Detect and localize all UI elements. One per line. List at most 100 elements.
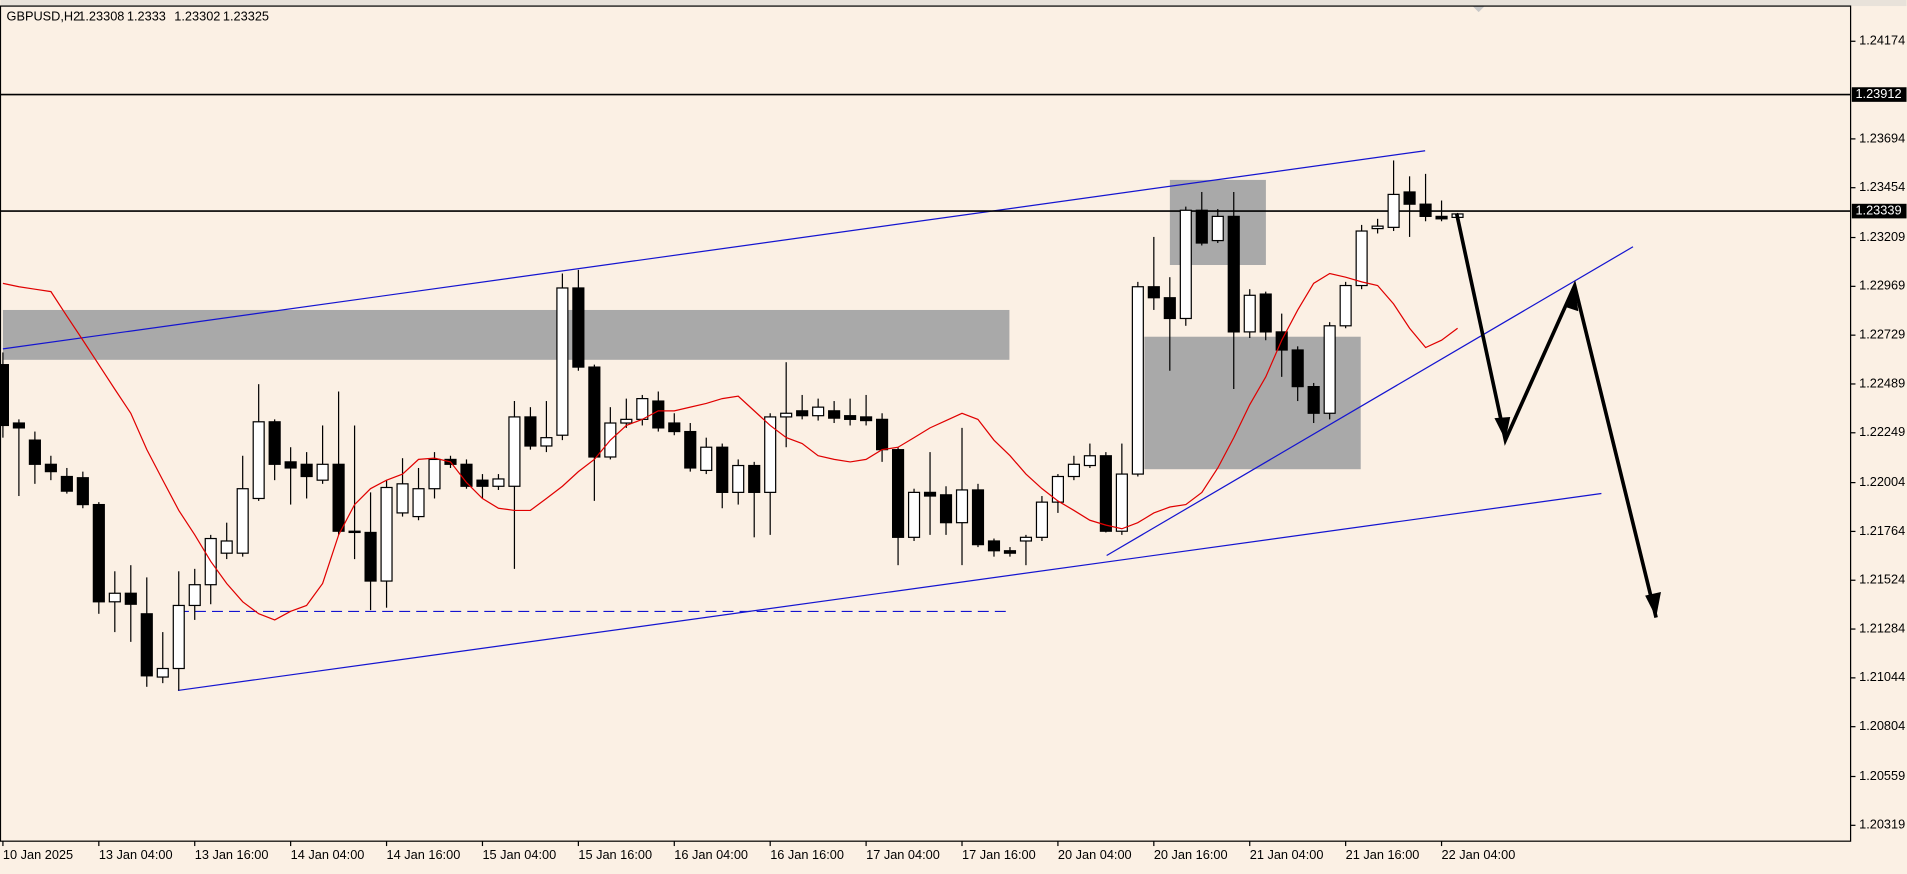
candle-body — [380, 486, 393, 582]
y-tick-label: 1.22969 — [1859, 278, 1905, 293]
candle-body — [1035, 501, 1049, 538]
x-tick-label: 13 Jan 04:00 — [99, 847, 173, 862]
data — [0, 93, 1851, 691]
candle-body — [907, 491, 921, 538]
candle-body — [1307, 386, 1320, 414]
candle-body — [396, 483, 409, 514]
y-tick-label: 1.20319 — [1859, 817, 1905, 832]
axes: 1.24174 1.23694 1.23454 1.23209 1.22969 1.227… — [2, 33, 1907, 862]
candle-body — [1099, 455, 1112, 532]
candle-body — [1371, 225, 1384, 230]
trend-line — [2, 150, 1426, 350]
candle-body — [188, 584, 201, 607]
y-tick-label: 1.21284 — [1859, 620, 1905, 635]
candle-body — [876, 418, 889, 451]
candle-body — [1227, 215, 1240, 333]
trend-line — [177, 492, 1602, 692]
x-tick-label: 15 Jan 16:00 — [578, 847, 652, 862]
candle-body — [1387, 193, 1400, 228]
candle-body — [44, 463, 57, 473]
price-label-box — [1851, 203, 1907, 219]
y-tick-label: 1.21764 — [1859, 523, 1905, 538]
zones — [2, 179, 1361, 470]
candle-body — [700, 446, 713, 472]
price-label-box — [1851, 87, 1907, 102]
candle-body — [1323, 325, 1336, 414]
y-tick-label: 1.22729 — [1859, 327, 1905, 342]
candle-body — [1147, 286, 1160, 299]
x-tick-label: 17 Jan 16:00 — [962, 847, 1036, 862]
candle-body — [412, 488, 425, 518]
candle-body — [76, 477, 89, 506]
y-tick-label: 1.23209 — [1859, 229, 1905, 244]
ohlc-low: 1.23302 — [174, 8, 220, 23]
candle-body — [1403, 191, 1416, 205]
candle-body — [428, 458, 441, 490]
candle-body — [236, 488, 249, 554]
candle-body — [828, 410, 841, 419]
candle-body — [140, 613, 153, 677]
y-tick-label: 1.23694 — [1859, 130, 1905, 145]
candle-body — [284, 461, 297, 469]
candle-body — [316, 463, 329, 481]
zone — [2, 309, 1010, 360]
candle-body — [684, 430, 697, 469]
x-tick-label: 21 Jan 04:00 — [1250, 847, 1324, 862]
x-tick-label: 14 Jan 04:00 — [291, 847, 365, 862]
y-tick-label: 1.24174 — [1859, 33, 1905, 48]
x-tick-label: 21 Jan 16:00 — [1346, 847, 1420, 862]
moving-average — [2, 272, 1458, 621]
candle-body — [636, 398, 649, 420]
x-tick-label: 13 Jan 16:00 — [195, 847, 269, 862]
arrow-head — [1494, 416, 1511, 441]
candle-body — [1259, 293, 1272, 333]
candle-body — [476, 479, 489, 487]
candle-body — [556, 287, 569, 436]
x-tick-label: 10 Jan 2025 — [3, 847, 73, 862]
candle-body — [860, 416, 873, 422]
candle-body — [1067, 463, 1080, 478]
candle-body — [364, 531, 377, 582]
candle-body — [1163, 297, 1176, 320]
candle-body — [1355, 230, 1368, 287]
candle-body — [955, 489, 969, 524]
candle-body — [220, 540, 233, 554]
candle-body — [572, 287, 585, 368]
candle-body — [987, 540, 1001, 552]
arrow-head — [1645, 591, 1661, 618]
candle-body — [268, 421, 281, 465]
ohlc-open: 1.23308 — [78, 8, 124, 23]
x-tick-label: 17 Jan 04:00 — [866, 847, 940, 862]
candle-body — [0, 364, 9, 427]
candle-body — [812, 406, 825, 417]
candle-body — [891, 449, 905, 538]
candle-body — [348, 530, 361, 534]
candle-body — [1243, 294, 1256, 333]
x-tick-label: 20 Jan 16:00 — [1154, 847, 1228, 862]
candle-body — [156, 667, 169, 678]
arrow-head — [1563, 285, 1579, 312]
candle-body — [780, 412, 793, 418]
candle-body — [668, 422, 681, 433]
candle-body — [12, 422, 25, 429]
candle-body — [1131, 286, 1144, 475]
top-strip — [0, 0, 1907, 7]
candle-body — [332, 463, 345, 532]
y-tick-label: 1.22249 — [1859, 424, 1905, 439]
price-label: 1.23339 — [1855, 202, 1901, 217]
candle-body — [652, 400, 665, 429]
y-tick-label: 1.20559 — [1859, 768, 1905, 783]
candle-body — [252, 421, 265, 500]
candle-body — [748, 464, 761, 493]
candle-body — [588, 366, 601, 458]
candle-body — [1195, 209, 1208, 244]
candle-body — [1051, 475, 1064, 503]
candle-body — [1435, 215, 1448, 220]
trend-lines — [2, 150, 1634, 692]
candle-body — [124, 592, 137, 605]
y-tick-label: 1.21524 — [1859, 572, 1905, 587]
ohlc-close: 1.23325 — [223, 8, 269, 23]
candle-body — [172, 604, 185, 670]
